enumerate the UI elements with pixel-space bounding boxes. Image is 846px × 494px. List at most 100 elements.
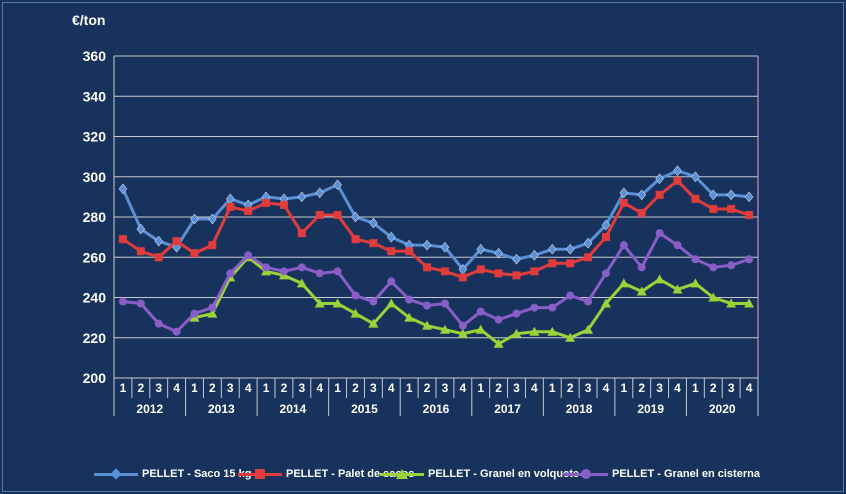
x-tick-label: 3	[370, 381, 377, 395]
series-4-point	[423, 301, 432, 310]
series-2-point	[315, 210, 324, 219]
x-tick-label: 1	[477, 381, 484, 395]
x-tick-label: 1	[191, 381, 198, 395]
series-2-point	[655, 190, 664, 199]
series-1-point	[565, 243, 575, 255]
series-2-point	[190, 249, 199, 258]
year-label: 2016	[423, 402, 450, 416]
series-4-point	[619, 241, 628, 250]
series-2-point	[172, 237, 181, 246]
series-3-point	[296, 278, 307, 288]
series-1-point	[512, 253, 521, 265]
y-axis-title: €/ton	[72, 12, 106, 28]
legend-swatch	[564, 468, 608, 480]
series-3-point	[332, 298, 343, 308]
series-1-point	[494, 247, 503, 259]
series-1-point	[601, 219, 611, 231]
series-1-point	[297, 191, 307, 203]
series-3-point	[386, 298, 397, 308]
series-4-point	[279, 267, 288, 276]
x-tick-label: 2	[567, 381, 574, 395]
year-label: 2017	[494, 402, 521, 416]
series-4-point	[512, 309, 521, 318]
series-2-point	[387, 247, 396, 256]
legend-item: PELLET - Palet de sacos	[238, 464, 414, 484]
series-1-point	[369, 217, 378, 229]
series-4-point	[601, 269, 610, 278]
series-2-point	[727, 204, 736, 213]
series-1-point	[619, 187, 629, 199]
x-tick-label: 4	[531, 381, 538, 395]
x-tick-label: 3	[585, 381, 592, 395]
x-tick-label: 4	[459, 381, 466, 395]
x-tick-label: 3	[513, 381, 520, 395]
series-2-point	[405, 247, 414, 256]
series-2-point	[208, 241, 217, 250]
series-4-point	[584, 297, 593, 306]
series-2-point	[136, 247, 145, 256]
series-1-point	[547, 243, 557, 255]
series-1-point	[530, 249, 539, 261]
series-2-point	[673, 176, 682, 185]
series-1-point	[422, 239, 432, 251]
series-4-point	[691, 255, 700, 264]
series-3-point	[529, 326, 540, 336]
x-tick-label: 3	[227, 381, 234, 395]
series-3-point	[744, 298, 755, 308]
x-tick-label: 2	[638, 381, 645, 395]
series-1-point	[637, 189, 647, 201]
series-3-point	[672, 284, 683, 294]
series-4-point	[476, 307, 485, 316]
x-tick-label: 1	[120, 381, 127, 395]
y-tick-label: 320	[83, 129, 107, 145]
x-tick-label: 2	[281, 381, 288, 395]
series-1-point	[333, 179, 342, 191]
series-4-point	[369, 297, 378, 306]
x-tick-label: 2	[352, 381, 359, 395]
y-tick-label: 300	[83, 169, 107, 185]
series-3-point	[511, 328, 522, 338]
x-tick-label: 2	[495, 381, 502, 395]
series-3-point	[368, 318, 379, 328]
series-1-point	[583, 237, 593, 249]
x-tick-label: 4	[388, 381, 395, 395]
x-tick-label: 1	[263, 381, 270, 395]
x-tick-label: 1	[406, 381, 413, 395]
series-3-point	[314, 298, 325, 308]
series-4-point	[709, 263, 718, 272]
series-2-point	[530, 267, 539, 276]
series-3-point	[207, 308, 218, 318]
series-4-point	[440, 299, 449, 308]
series-4-point	[745, 255, 754, 264]
series-4-point	[208, 303, 217, 312]
legend-item: PELLET - Granel en volquete	[380, 464, 579, 484]
series-2-point	[440, 267, 449, 276]
series-4-point	[387, 277, 396, 286]
series-3-point	[493, 338, 504, 348]
series-3-point	[654, 274, 665, 284]
series-4-point	[118, 297, 127, 306]
series-3-point	[600, 298, 611, 308]
series-2-point	[423, 263, 432, 272]
series-1-point	[476, 243, 486, 255]
series-1-point	[154, 235, 164, 247]
series-2-point	[709, 204, 718, 213]
series-4-point	[548, 303, 557, 312]
legend-item: PELLET - Granel en cisterna	[564, 464, 760, 484]
series-4-point	[136, 299, 145, 308]
x-tick-label: 4	[245, 381, 252, 395]
series-2-point	[154, 253, 163, 262]
y-tick-label: 340	[83, 88, 107, 104]
series-2-point	[584, 253, 593, 262]
legend-item: PELLET - Saco 15 kg	[94, 464, 251, 484]
x-tick-label: 2	[137, 381, 144, 395]
series-1-point	[351, 211, 360, 223]
legend-label: PELLET - Palet de sacos	[286, 468, 415, 480]
year-label: 2020	[709, 402, 736, 416]
series-2-point	[118, 235, 127, 244]
series-4-point	[262, 263, 271, 272]
x-tick-label: 1	[549, 381, 556, 395]
series-3-point	[350, 308, 361, 318]
